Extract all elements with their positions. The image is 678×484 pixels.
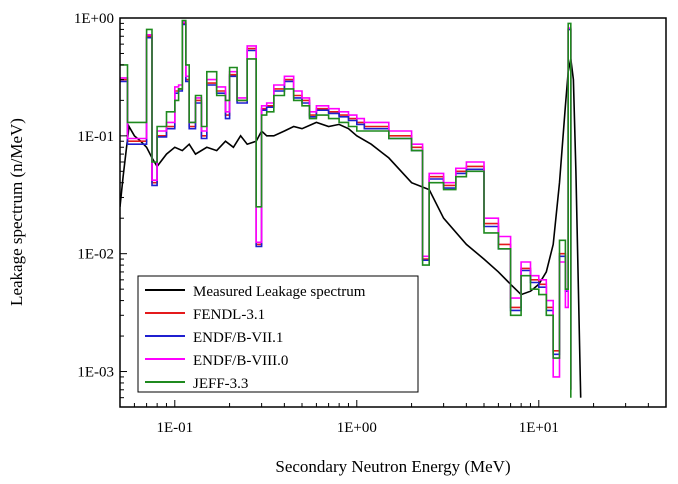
x-tick-label: 1E+01	[519, 420, 559, 436]
y-tick-label: 1E-03	[77, 365, 114, 381]
y-tick-label: 1E-01	[77, 129, 114, 145]
tick-layer: 1E-01 1E+00 1E+01 1E+00 1E-01 1E-02 1E-03	[74, 11, 667, 436]
legend: Measured Leakage spectrum FENDL-3.1 ENDF…	[137, 275, 419, 393]
series-layer	[120, 19, 582, 398]
x-tick-label: 1E-01	[156, 420, 193, 436]
legend-box	[137, 275, 419, 393]
y-tick-label: 1E+00	[74, 11, 114, 27]
x-tick-label: 1E+00	[337, 420, 377, 436]
y-tick-label: 1E-02	[77, 247, 114, 263]
legend-label-endf-viii: ENDF/B-VIII.0	[193, 353, 288, 369]
y-axis-label: Leakage spectrum (n/MeV)	[7, 118, 26, 306]
series-line-jeff-3-3	[120, 19, 572, 398]
legend-label-fendl: FENDL-3.1	[193, 307, 265, 323]
x-axis-label: Secondary Neutron Energy (MeV)	[275, 457, 510, 476]
legend-label-endf-vii: ENDF/B-VII.1	[193, 330, 283, 346]
legend-label-jeff: JEFF-3.3	[193, 376, 248, 392]
series-line-measured-leakage-spectrum	[120, 58, 582, 398]
legend-label-measured: Measured Leakage spectrum	[193, 284, 366, 300]
series-line-endf-b-viii-0	[120, 21, 572, 390]
plot-frame	[119, 17, 667, 408]
